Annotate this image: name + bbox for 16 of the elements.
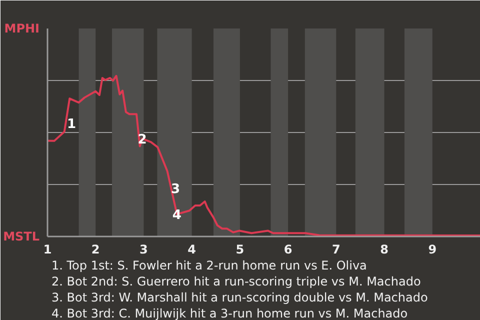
text: MPHI: [4, 22, 40, 36]
annotation: 1: [67, 117, 76, 132]
text: 4. Bot 3rd: C. Muijlwijk hit a 3-run home run vs M. Machado: [52, 306, 408, 320]
x-tick-label: 8: [380, 242, 388, 256]
text: 1. Top 1st: S. Fowler hit a 2-run home run vs E. Oliva: [52, 258, 367, 272]
text: 3. Bot 3rd: W. Marshall hit a run-scoring double vs M. Machado: [52, 290, 428, 304]
text: MSTL: [3, 230, 40, 244]
x-tick-label: 3: [140, 242, 148, 256]
x-tick-label: 5: [236, 242, 244, 256]
x-tick-label: 1: [43, 242, 52, 256]
x-tick-label: 4: [188, 242, 196, 256]
x-tick-label: 7: [332, 242, 340, 256]
x-tick-label: 6: [284, 242, 292, 256]
text: 2. Bot 2nd: S. Guerrero hit a run-scoring triple vs M. Machado: [52, 274, 421, 288]
x-tick-label: 2: [91, 242, 100, 256]
x-tick-label: 9: [428, 242, 437, 256]
